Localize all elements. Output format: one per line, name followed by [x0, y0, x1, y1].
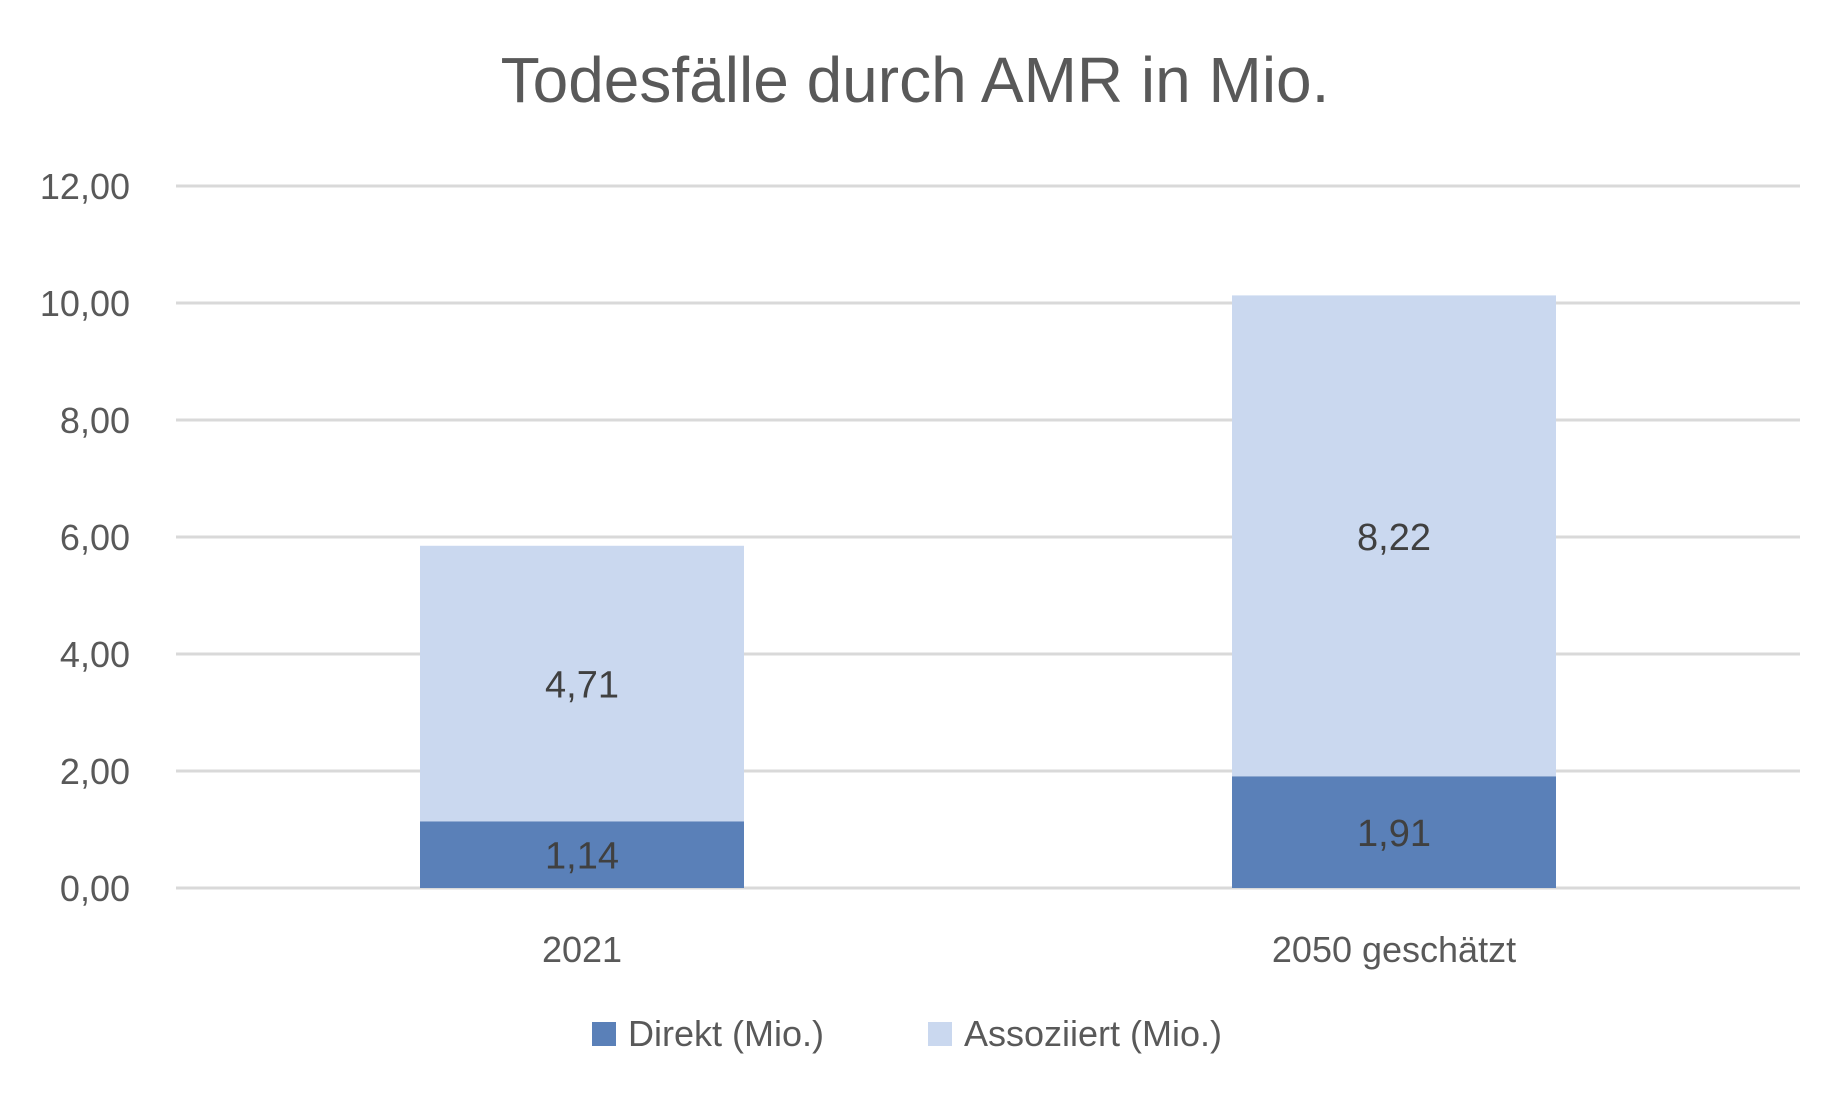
bar-1-1 [1232, 295, 1556, 777]
category-label-1: 2050 geschätzt [1272, 929, 1516, 970]
y-tick-label-1: 2,00 [60, 751, 130, 792]
y-tick-label-4: 8,00 [60, 400, 130, 441]
data-label-1-0: 4,71 [545, 665, 619, 707]
y-tick-label-5: 10,00 [40, 283, 130, 324]
legend-label-1: Assoziiert (Mio.) [964, 1013, 1222, 1054]
legend-swatch-1 [928, 1022, 952, 1046]
bar-0-1 [1232, 776, 1556, 888]
legend: Direkt (Mio.) Assoziiert (Mio.) [592, 1013, 1222, 1054]
gridlines [176, 184, 1800, 890]
legend-label-0: Direkt (Mio.) [628, 1013, 824, 1054]
y-axis-tick-labels: 0,00 2,00 4,00 6,00 8,00 10,00 12,00 [40, 166, 130, 909]
x-axis-category-labels: 2021 2050 geschätzt [542, 929, 1516, 970]
y-tick-label-6: 12,00 [40, 166, 130, 207]
y-tick-label-0: 0,00 [60, 868, 130, 909]
data-label-0-1: 1,91 [1357, 813, 1431, 855]
legend-swatch-0 [592, 1022, 616, 1046]
data-label-0-0: 1,14 [545, 836, 619, 878]
bars: 1,14 4,71 1,91 8,22 [420, 295, 1556, 888]
chart-title: Todesfälle durch AMR in Mio. [501, 44, 1330, 116]
y-tick-label-3: 6,00 [60, 517, 130, 558]
category-label-0: 2021 [542, 929, 622, 970]
y-tick-label-2: 4,00 [60, 634, 130, 675]
bar-1-0 [420, 545, 744, 822]
data-label-1-1: 8,22 [1357, 517, 1431, 559]
bar-0-0 [420, 821, 744, 888]
